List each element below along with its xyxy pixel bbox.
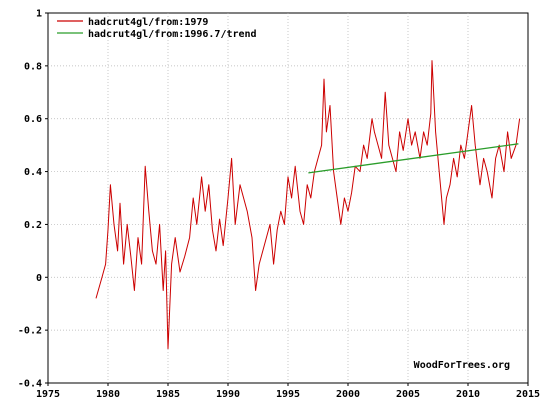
x-tick-label: 2015 (516, 389, 540, 400)
x-tick-label: 2010 (456, 389, 480, 400)
y-tick-label: 0 (36, 273, 42, 284)
x-tick-label: 1990 (216, 389, 240, 400)
plot-frame (47, 12, 529, 384)
x-tick-label: 2000 (336, 389, 360, 400)
y-axis: -0.4 -0.2 0 0.2 0.4 0.6 0.8 1 (18, 9, 48, 390)
y-tick-label: 0.4 (24, 167, 42, 178)
y-tick-label: 0.8 (24, 61, 42, 72)
x-tick-label: 1995 (276, 389, 300, 400)
legend-label-series-1: hadcrut4gl/from:1979 (88, 17, 208, 28)
series-line-2 (308, 143, 519, 174)
y-tick-label: -0.2 (18, 326, 42, 337)
x-tick-label: 1975 (36, 389, 60, 400)
y-tick-label: 1 (36, 9, 42, 20)
y-tick-label: 0.2 (24, 220, 42, 231)
series-layer (95, 60, 521, 350)
legend-label-series-2: hadcrut4gl/from:1996.7/trend (88, 29, 257, 40)
x-tick-label: 1980 (96, 389, 120, 400)
grid (48, 13, 528, 383)
y-tick-label: 0.6 (24, 114, 42, 125)
series-line-1 (95, 60, 521, 350)
credit-text: WoodForTrees.org (414, 360, 510, 371)
x-tick-label: 1985 (156, 389, 180, 400)
y-tick-label: -0.4 (18, 379, 42, 390)
x-tick-label: 2005 (396, 389, 420, 400)
legend: hadcrut4gl/from:1979 hadcrut4gl/from:199… (57, 17, 257, 40)
x-axis: 1975 1980 1985 1990 1995 2000 2005 2010 2015 (36, 383, 540, 400)
